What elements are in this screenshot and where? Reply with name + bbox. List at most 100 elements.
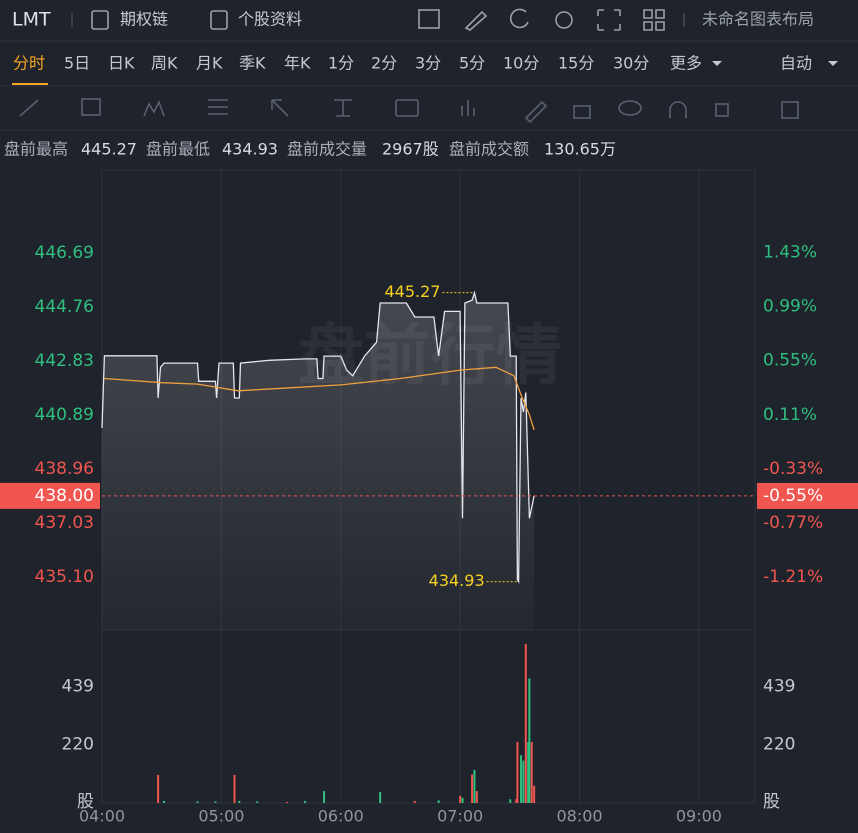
y-tick-label: 437.03 xyxy=(35,513,94,533)
timeframe[interactable]: 更多 xyxy=(670,54,702,73)
tool[interactable] xyxy=(271,99,289,117)
y-tick-label: 446.69 xyxy=(35,243,94,263)
volume-bar xyxy=(379,791,382,803)
last-change-box xyxy=(757,482,858,509)
volume-bar xyxy=(533,785,536,803)
timeframe[interactable]: 1分 xyxy=(328,54,354,73)
last-price: 438.00 xyxy=(35,486,94,506)
vol-unit: 股 xyxy=(77,792,94,812)
vol-tick-label: 439 xyxy=(763,677,795,697)
icon-chart[interactable] xyxy=(418,9,440,29)
tab[interactable]: 期权链 xyxy=(120,10,168,29)
scale-mode[interactable]: 自动 xyxy=(780,54,812,73)
volume-bar xyxy=(524,644,527,803)
caret xyxy=(712,61,722,66)
volume-bar xyxy=(437,800,440,803)
volume-bar xyxy=(323,791,326,803)
volume-bar xyxy=(475,791,478,803)
vol-tick-label: 439 xyxy=(62,677,94,697)
volume-bar xyxy=(214,801,217,803)
timeframe[interactable]: 15分 xyxy=(558,54,594,73)
volume-bar xyxy=(459,795,462,803)
volume-bar xyxy=(471,774,474,803)
icon-settings[interactable] xyxy=(555,11,573,29)
tool[interactable] xyxy=(395,99,419,117)
timeframe[interactable]: 10分 xyxy=(503,54,539,73)
volume-bar xyxy=(520,755,523,803)
icon-layout[interactable] xyxy=(643,9,665,31)
info-value: 130.65万 xyxy=(544,140,616,159)
tool[interactable] xyxy=(19,99,39,117)
volume-bar xyxy=(509,799,512,803)
timeframe[interactable]: 年K xyxy=(284,54,311,73)
volume-bar xyxy=(530,742,533,803)
tool[interactable] xyxy=(81,98,101,116)
info-value: 434.93 xyxy=(222,140,278,159)
y-tick-label: 438.96 xyxy=(35,459,94,479)
info-label: 盘前最低 xyxy=(146,140,210,159)
tool[interactable] xyxy=(669,101,687,118)
tool[interactable] xyxy=(461,100,475,116)
icon-fullscreen[interactable] xyxy=(597,9,621,31)
x-tick-label: 04:00 xyxy=(79,807,125,826)
annotation: 434.93 xyxy=(429,571,485,590)
y-tick-label: 435.10 xyxy=(35,567,94,587)
tab[interactable]: 个股资料 xyxy=(238,10,302,29)
timeframe[interactable]: 5日 xyxy=(64,54,90,73)
icon-profile[interactable] xyxy=(210,10,228,30)
timeframe[interactable]: 季K xyxy=(239,54,266,73)
timeframe[interactable]: 分时 xyxy=(13,54,45,73)
timeframe[interactable]: 月K xyxy=(196,54,223,73)
volume-bar xyxy=(528,678,531,803)
info-value: 445.27 xyxy=(81,140,137,159)
vol-unit: 股 xyxy=(763,792,780,812)
tool[interactable] xyxy=(781,101,799,119)
volume-bar xyxy=(163,800,166,803)
x-tick-label: 09:00 xyxy=(676,807,722,826)
volume-bar xyxy=(238,800,241,803)
tool[interactable] xyxy=(715,103,729,117)
timeframe[interactable]: 周K xyxy=(151,54,178,73)
tool[interactable] xyxy=(208,99,228,115)
timeframe[interactable]: 3分 xyxy=(415,54,441,73)
volume-bar xyxy=(196,801,199,803)
symbol[interactable]: LMT xyxy=(12,9,51,31)
y2-tick-label: 0.11% xyxy=(763,405,817,425)
icon-draw[interactable] xyxy=(464,10,488,31)
tool[interactable] xyxy=(334,99,352,117)
x-tick-label: 05:00 xyxy=(198,807,244,826)
info-value: 2967股 xyxy=(382,140,439,159)
y2-tick-label: 0.55% xyxy=(763,351,817,371)
tool[interactable] xyxy=(618,100,642,116)
tool[interactable] xyxy=(524,100,548,124)
tool[interactable] xyxy=(573,105,591,119)
price-line xyxy=(101,290,535,584)
y2-tick-label: 1.43% xyxy=(763,242,817,262)
y2-tick-label: 0.99% xyxy=(763,297,817,317)
x-tick-label: 06:00 xyxy=(318,807,364,826)
volume-bar xyxy=(256,801,259,803)
volume-bar xyxy=(233,774,236,803)
timeframe[interactable]: 30分 xyxy=(613,54,649,73)
timeframe[interactable]: 日K xyxy=(108,54,135,73)
volume-bar xyxy=(522,760,525,803)
volume-bar xyxy=(461,797,464,803)
volume-bar xyxy=(473,769,476,803)
average-line xyxy=(104,366,535,431)
y2-tick-label: -0.77% xyxy=(763,513,823,533)
icon-refresh[interactable] xyxy=(509,8,529,29)
last-price-box xyxy=(0,482,100,509)
icon-option[interactable] xyxy=(91,10,109,30)
x-tick-label: 07:00 xyxy=(437,807,483,826)
info-label: 盘前成交量 xyxy=(287,140,367,159)
volume-bar xyxy=(515,799,518,803)
tool[interactable] xyxy=(143,99,165,117)
last-change: -0.55% xyxy=(763,486,823,506)
timeframe[interactable]: 2分 xyxy=(371,54,397,73)
layout-name[interactable]: 未命名图表布局 xyxy=(702,10,814,29)
volume-bar xyxy=(516,742,519,803)
timeframe[interactable]: 5分 xyxy=(459,54,485,73)
volume-bar xyxy=(303,800,306,803)
vol-tick-label: 220 xyxy=(62,735,94,755)
